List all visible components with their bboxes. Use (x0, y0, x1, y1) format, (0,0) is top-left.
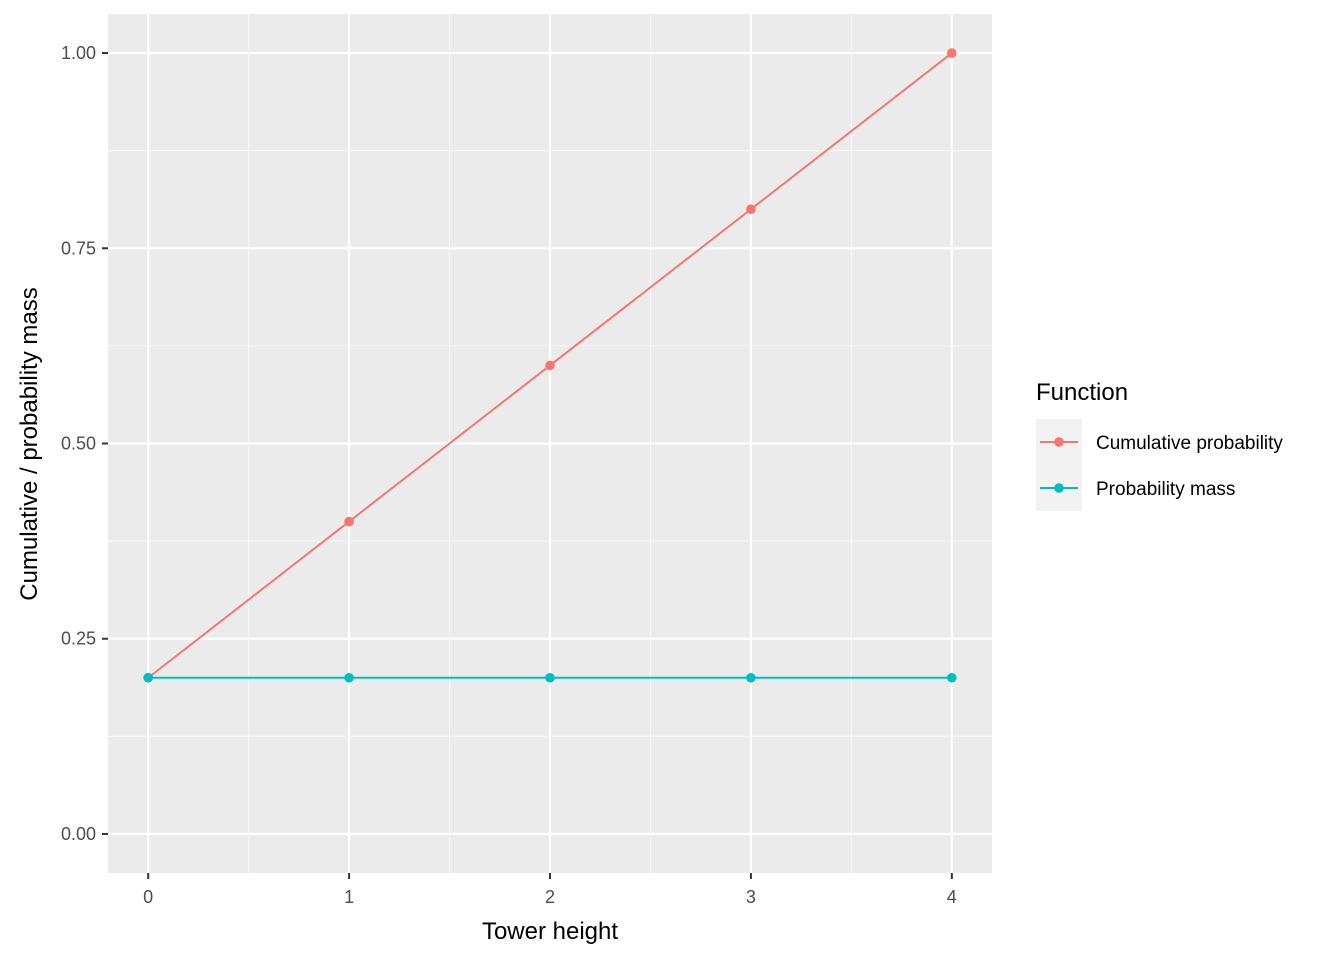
y-tick-label: 0.25 (61, 629, 96, 649)
y-tick-label: 0.00 (61, 824, 96, 844)
y-tick-label: 1.00 (61, 43, 96, 63)
data-point (143, 672, 153, 683)
data-point (746, 204, 756, 215)
x-axis: 0 1 2 3 4 (143, 873, 957, 907)
x-tick-label: 4 (947, 887, 957, 907)
legend-key-point (1054, 437, 1064, 447)
data-point (344, 672, 354, 683)
data-point (344, 516, 354, 527)
x-tick-label: 1 (344, 887, 354, 907)
y-axis: 0.00 0.25 0.50 0.75 1.00 (61, 43, 108, 844)
data-point (947, 48, 957, 58)
x-tick-label: 3 (746, 887, 756, 907)
legend-key-point (1054, 483, 1064, 493)
data-point (746, 672, 756, 683)
data-point (545, 360, 555, 371)
legend-title: Function (1036, 379, 1128, 406)
legend: Function Cumulative probability Probabili… (1036, 379, 1283, 511)
y-axis-title: Cumulative / probability mass (16, 287, 43, 600)
x-axis-title: Tower height (482, 918, 618, 945)
x-tick-label: 2 (545, 887, 555, 907)
data-point (545, 672, 555, 683)
data-point (947, 672, 957, 683)
legend-label: Cumulative probability (1096, 433, 1283, 454)
y-tick-label: 0.50 (61, 434, 96, 454)
x-tick-label: 0 (143, 887, 153, 907)
series-layer (143, 48, 957, 683)
legend-items: Cumulative probability Probability mass (1036, 419, 1283, 511)
legend-label: Probability mass (1096, 479, 1235, 500)
y-tick-label: 0.75 (61, 238, 96, 258)
grid-major-lines (108, 14, 992, 873)
